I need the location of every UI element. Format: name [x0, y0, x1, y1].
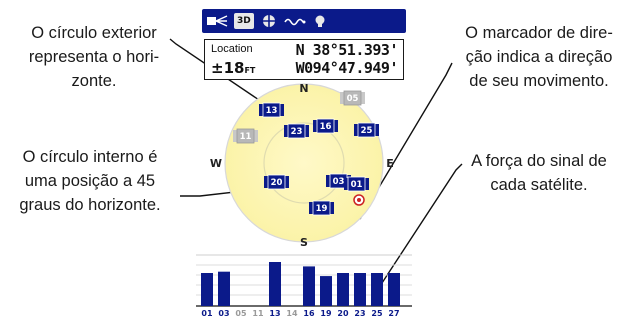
satellite-id: 23 [291, 127, 303, 137]
direction-marker [353, 194, 365, 206]
callout-line: uma posição a 45 [24, 172, 156, 190]
satellite-id: 11 [240, 132, 252, 142]
accuracy-value: ±18FT [211, 59, 255, 77]
callout-line: cada satélite. [490, 176, 588, 194]
compass-s: S [300, 236, 308, 249]
location-panel: Location ±18FT N 38°51.393' W094°47.949' [204, 39, 404, 80]
callout-line: de seu movimento. [469, 72, 609, 90]
satellite-id: 19 [316, 204, 328, 214]
compass-n: N [299, 82, 308, 95]
signal-label-05: 05 [235, 309, 247, 318]
signal-label-01: 01 [201, 309, 213, 318]
compass-e: E [386, 157, 394, 170]
satellite-01: 01 [344, 176, 369, 192]
callout-line: O marcador de dire- [465, 24, 613, 42]
backlight-icon[interactable] [206, 13, 228, 29]
3d-mode-icon[interactable]: 3D [234, 13, 254, 29]
signal-bar-27 [388, 273, 400, 306]
callout-line: O círculo exterior [31, 24, 157, 42]
signal-label-03: 03 [218, 309, 229, 318]
compass-w: W [210, 157, 222, 170]
signal-label-20: 20 [337, 309, 349, 318]
signal-label-16: 16 [303, 309, 315, 318]
signal-bar-23 [354, 273, 366, 306]
satellite-05: 05 [340, 90, 365, 106]
satellite-13: 13 [259, 102, 284, 118]
signal-strength-chart: 01 03 05 11 13 14 16 19 20 23 25 27 [196, 254, 412, 318]
callout-outer-circle: O círculo exterior representa o hori- zo… [4, 21, 184, 93]
callout-line: ção indica a direção [465, 48, 613, 66]
signal-label-11: 11 [252, 309, 264, 318]
satellite-11: 11 [233, 128, 258, 144]
satellite-id: 20 [271, 178, 283, 188]
signal-bar-20 [337, 273, 349, 306]
callout-line: graus do horizonte. [19, 196, 161, 214]
signal-label-13: 13 [269, 309, 280, 318]
status-toolbar: 3D [202, 9, 406, 33]
latitude: N 38°51.393' [295, 41, 399, 59]
bulb-icon[interactable] [312, 13, 328, 29]
signal-bar-01 [201, 273, 213, 306]
gps-screen: 3D Location ±18FT N 38°51.393' W094°47.9… [196, 3, 412, 318]
satellite-id: 25 [361, 126, 373, 136]
signal-bar-19 [320, 276, 332, 306]
satellite-id: 16 [320, 122, 332, 132]
signal-bar-13 [269, 262, 281, 306]
outer-horizon-circle [224, 83, 384, 243]
satellite-20: 20 [264, 174, 289, 190]
satellite-id: 05 [347, 94, 359, 104]
inner-45-circle [263, 122, 345, 204]
wave-icon[interactable] [284, 13, 306, 29]
accuracy-number: ±18 [211, 59, 245, 77]
satellite-id: 13 [266, 106, 278, 116]
callout-line: representa o hori- [28, 48, 160, 66]
longitude: W094°47.949' [295, 59, 399, 77]
signal-label-23: 23 [354, 309, 365, 318]
satellite-23: 23 [284, 123, 309, 139]
target-icon[interactable] [260, 13, 278, 29]
accuracy-unit: FT [244, 66, 256, 75]
callout-line: A força do sinal de [471, 152, 607, 170]
sky-view: N S E W 05 11 13 23 16 [210, 82, 394, 249]
signal-label-14: 14 [286, 309, 298, 318]
signal-label-27: 27 [388, 309, 399, 318]
signal-bar-16 [303, 266, 315, 306]
signal-bar-25 [371, 273, 383, 306]
callout-inner-circle: O círculo interno é uma posição a 45 gra… [0, 145, 180, 217]
satellite-id: 01 [351, 180, 363, 190]
satellite-16: 16 [313, 118, 338, 134]
satellite-id: 03 [333, 177, 345, 187]
callout-line: O círculo interno é [22, 148, 158, 166]
signal-bar-03 [218, 271, 230, 306]
location-label: Location [211, 43, 253, 55]
satellite-19: 19 [309, 200, 334, 216]
signal-label-19: 19 [320, 309, 332, 318]
callout-line: zonte. [71, 72, 117, 90]
satellite-25: 25 [354, 122, 379, 138]
signal-label-25: 25 [371, 309, 383, 318]
callout-signal: A força do sinal de cada satélite. [452, 149, 626, 197]
callout-direction: O marcador de dire- ção indica a direção… [446, 21, 632, 93]
